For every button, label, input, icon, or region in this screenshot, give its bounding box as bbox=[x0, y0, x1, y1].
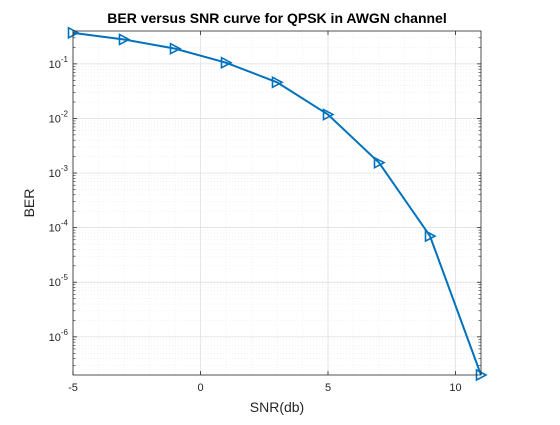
y-tick-label: 10-5 bbox=[49, 273, 69, 289]
ber-data-point bbox=[220, 56, 233, 70]
x-axis-label: SNR(db) bbox=[250, 399, 304, 415]
x-tick-label: 5 bbox=[325, 382, 331, 394]
ber-data-point bbox=[271, 75, 284, 89]
x-tick-label: -5 bbox=[68, 382, 78, 394]
x-tick-labels: -5 0 5 10 bbox=[68, 382, 462, 394]
minor-grid bbox=[73, 31, 482, 375]
ber-data-point bbox=[322, 108, 335, 121]
chart-title: BER versus SNR curve for QPSK in AWGN ch… bbox=[107, 10, 446, 26]
ber-data-point bbox=[373, 156, 386, 169]
series-layer bbox=[67, 26, 488, 382]
ber-data-point bbox=[424, 229, 437, 243]
y-tick-labels: 10-1 10-2 10-3 10-4 10-5 10-6 bbox=[49, 55, 69, 344]
y-tick-label: 10-1 bbox=[49, 55, 69, 71]
y-tick-label: 10-2 bbox=[49, 109, 69, 125]
ber-data-point bbox=[169, 42, 182, 55]
x-tick-label: 10 bbox=[449, 382, 461, 394]
ber-data-point bbox=[118, 33, 131, 46]
y-tick-label: 10-4 bbox=[49, 219, 69, 235]
y-tick-label: 10-6 bbox=[49, 328, 69, 344]
x-tick-label: 0 bbox=[197, 382, 203, 394]
y-tick-label: 10-3 bbox=[49, 164, 69, 180]
plot-frame bbox=[72, 30, 482, 376]
ticks-layer bbox=[72, 31, 481, 375]
ber-series-line bbox=[72, 31, 482, 376]
y-axis-label: BER bbox=[21, 189, 37, 218]
